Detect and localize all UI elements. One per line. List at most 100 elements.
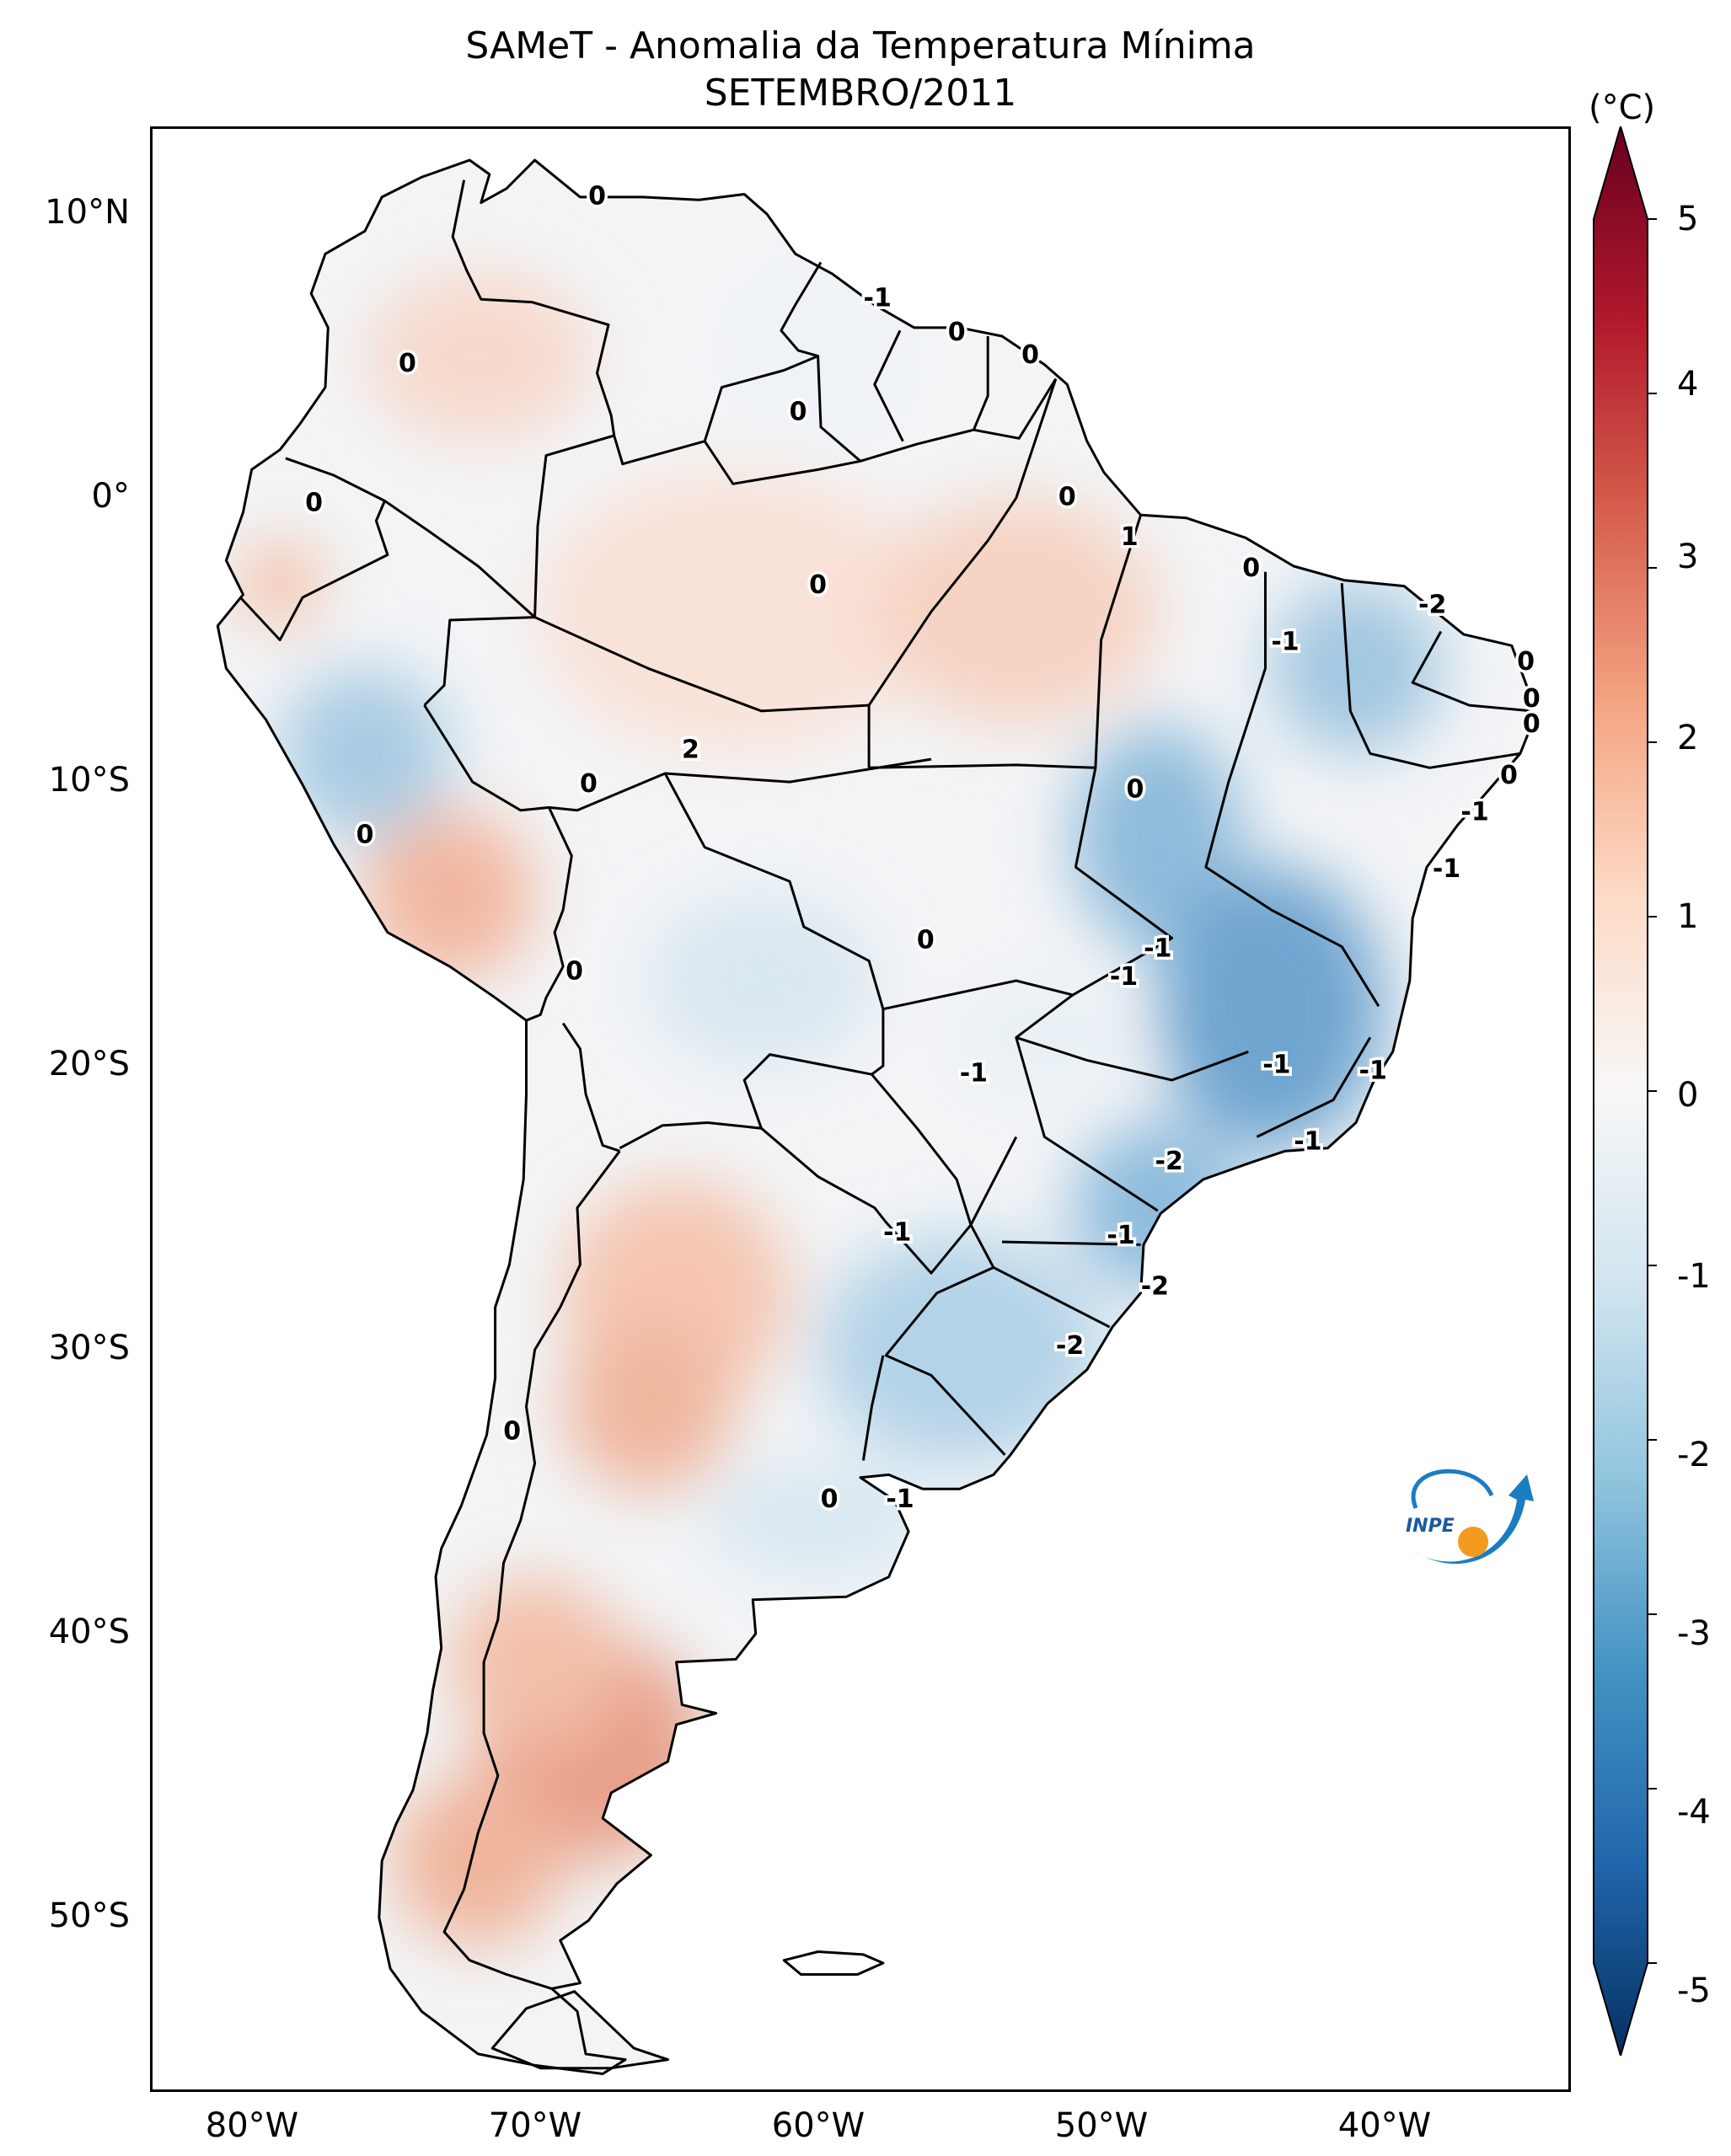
contour-label: 2 — [682, 736, 699, 765]
border-line — [973, 336, 989, 431]
border-line — [1411, 630, 1532, 713]
anomaly-region — [534, 469, 931, 754]
colorbar-tick: 4 — [1677, 365, 1699, 404]
colorbar-tick: 2 — [1677, 719, 1699, 757]
contour-label: 0 — [1126, 775, 1144, 805]
border-line — [1015, 514, 1174, 1212]
border-line — [861, 1355, 885, 1461]
logo-arrow — [1412, 1474, 1534, 1565]
border-line — [969, 1136, 1018, 1226]
border-line — [1204, 571, 1380, 1008]
lon-label-60w: 60°W — [771, 2106, 866, 2145]
colorbar-tick: -5 — [1677, 1971, 1711, 2010]
border-line — [1001, 1240, 1141, 1246]
border-line — [1016, 1035, 1249, 1082]
colorbar-tick: 0 — [1677, 1076, 1699, 1115]
colorbar-gradient — [1593, 126, 1648, 2056]
contour-label: -1 — [1433, 854, 1460, 884]
logo-orbit-arc — [1411, 1469, 1494, 1509]
contour-label: -2 — [1418, 591, 1446, 620]
border-line — [619, 1121, 762, 1150]
contour-label: 0 — [948, 318, 966, 347]
anomaly-region — [1271, 583, 1441, 754]
contour-label: 0 — [565, 956, 583, 986]
contour-label: -2 — [1155, 1147, 1183, 1176]
lat-label-50s: 50°S — [48, 1897, 130, 1935]
contour-label: 0 — [1500, 761, 1518, 790]
contour-label: -1 — [1460, 798, 1488, 827]
border-line — [525, 806, 573, 1022]
border-line — [703, 440, 861, 485]
anomaly-region — [705, 1463, 931, 1577]
contour-label: -2 — [1056, 1331, 1084, 1361]
colorbar-tick: -2 — [1677, 1436, 1711, 1474]
border-line — [867, 378, 1058, 706]
anomaly-field — [217, 160, 1532, 2074]
colorbar-unit-label: (°C) — [1589, 88, 1656, 127]
contour-label: -1 — [1262, 1051, 1290, 1080]
contour-label: 0 — [1517, 647, 1535, 677]
colorbar-tick: 5 — [1677, 200, 1699, 238]
border-line — [561, 1022, 620, 1153]
border-line — [490, 1990, 669, 2070]
logo-sun — [1458, 1527, 1488, 1557]
contour-label: -1 — [1294, 1127, 1321, 1157]
contour-label: 0 — [1523, 684, 1541, 714]
logo-text: INPE — [1406, 1516, 1455, 1537]
contour-label: -1 — [886, 1485, 914, 1514]
map-title: SAMeT - Anomalia da Temperatura Mínima — [465, 24, 1256, 67]
map-subtitle: SETEMBRO/2011 — [704, 72, 1017, 115]
contour-label: -1 — [1271, 628, 1299, 657]
lat-label-40s: 40°S — [48, 1613, 130, 1651]
border-line — [451, 179, 616, 436]
inpe-logo: INPE — [1406, 1469, 1534, 1565]
border-line — [1340, 583, 1521, 769]
anomaly-region — [280, 668, 450, 839]
contour-label: -1 — [1110, 962, 1138, 992]
lat-label-0: 0° — [91, 477, 130, 516]
anomaly-region — [959, 981, 1130, 1094]
contour-label: 1 — [1121, 522, 1139, 552]
colorbar-tick: -1 — [1677, 1257, 1711, 1296]
contour-label: -1 — [1144, 934, 1171, 963]
contour-label: 0 — [917, 925, 935, 955]
border-line — [869, 763, 1096, 769]
anomaly-region — [648, 895, 875, 1067]
contour-label: 0 — [503, 1416, 521, 1446]
border-line — [383, 500, 536, 618]
contour-label: 0 — [809, 570, 827, 600]
contour-label: 0 — [305, 488, 323, 517]
contour-label: -1 — [883, 1217, 911, 1247]
contour-label: 0 — [588, 181, 606, 211]
border-line — [873, 329, 904, 442]
anomaly-region — [874, 498, 1158, 725]
contour-label: -1 — [1107, 1221, 1134, 1250]
contour-label: 0 — [1058, 483, 1076, 512]
contour-label: 0 — [1242, 554, 1260, 583]
lat-label-30s: 30°S — [48, 1329, 130, 1367]
colorbar-tick: -3 — [1677, 1614, 1711, 1653]
colorbar-tick: -4 — [1677, 1793, 1711, 1832]
border-line — [442, 1150, 621, 1990]
contour-label: 0 — [1021, 340, 1039, 370]
border-line — [780, 261, 823, 358]
lat-label-10n: 10°N — [45, 193, 130, 232]
anomaly-region — [237, 540, 323, 626]
lon-label-80w: 80°W — [205, 2106, 299, 2145]
lon-label-70w: 70°W — [488, 2106, 582, 2145]
contour-label: -1 — [960, 1059, 988, 1089]
colorbar — [1593, 126, 1657, 2056]
coastline — [216, 158, 1533, 2075]
contour-label: 0 — [399, 349, 416, 378]
country-borders — [216, 158, 1533, 2075]
contour-label: -1 — [864, 284, 892, 313]
contour-label: 0 — [821, 1485, 839, 1514]
border-line — [533, 616, 871, 768]
contour-label: 0 — [1523, 709, 1541, 739]
contour-label: -2 — [1141, 1272, 1169, 1302]
border-line — [993, 1266, 1111, 1329]
border-line — [239, 457, 389, 642]
contour-label: 0 — [790, 398, 807, 427]
